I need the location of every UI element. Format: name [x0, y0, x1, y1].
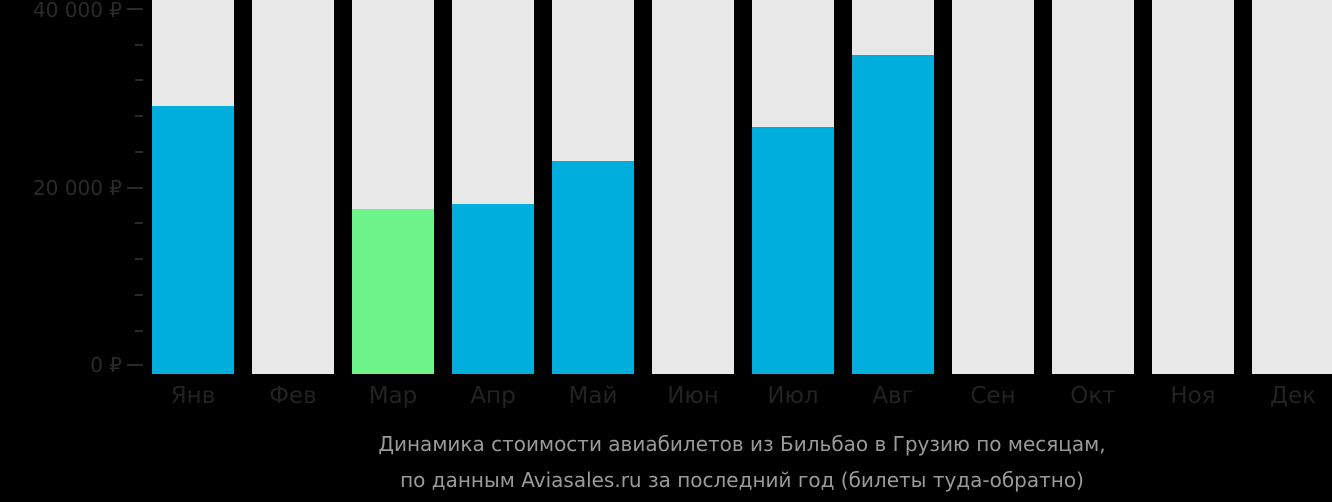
month-label: Ноя: [1170, 383, 1216, 409]
bar-slot-9[interactable]: [1052, 0, 1134, 374]
month-label: Окт: [1070, 383, 1116, 409]
bar-slot-3[interactable]: [452, 0, 534, 374]
tick: [135, 258, 143, 260]
month-label: Сен: [970, 383, 1016, 409]
price-bar[interactable]: [752, 127, 834, 374]
bar-slot-0[interactable]: [152, 0, 234, 374]
bar-slot-11[interactable]: [1252, 0, 1332, 374]
bar-slot-2[interactable]: [352, 0, 434, 374]
y-label-40000: 40 000 ₽: [32, 0, 122, 22]
month-label: Май: [568, 383, 618, 409]
month-label: Мар: [368, 383, 418, 409]
bar-slot-10[interactable]: [1152, 0, 1234, 374]
month-label: Июл: [767, 383, 819, 409]
bar-slot-4[interactable]: [552, 0, 634, 374]
price-bar[interactable]: [152, 106, 234, 374]
tick: [135, 79, 143, 81]
month-label: Июн: [667, 383, 719, 409]
tick: [135, 151, 143, 153]
month-label: Фев: [269, 383, 317, 409]
month-label: Янв: [170, 383, 216, 409]
tick: [127, 364, 143, 366]
month-label: Дек: [1269, 383, 1316, 409]
bar-slot-6[interactable]: [752, 0, 834, 374]
y-label-20000: 20 000 ₽: [32, 176, 122, 200]
bar-slot-8[interactable]: [952, 0, 1034, 374]
tick: [135, 44, 143, 46]
month-label: Апр: [470, 383, 516, 409]
chart-caption-line2: по данным Aviasales.ru за последний год …: [400, 468, 1084, 492]
bar-slot-7[interactable]: [852, 0, 934, 374]
tick: [135, 294, 143, 296]
tick: [135, 222, 143, 224]
chart-caption-line1: Динамика стоимости авиабилетов из Бильба…: [378, 432, 1106, 456]
price-bar[interactable]: [452, 204, 534, 374]
tick: [135, 115, 143, 117]
price-bar[interactable]: [852, 55, 934, 374]
price-bar[interactable]: [352, 209, 434, 374]
month-label: Авг: [872, 383, 914, 409]
bar-slot-5[interactable]: [652, 0, 734, 374]
tick: [127, 187, 143, 189]
tick: [127, 8, 143, 10]
tick: [135, 330, 143, 332]
y-label-0: 0 ₽: [90, 353, 122, 377]
bar-slot-1[interactable]: [252, 0, 334, 374]
price-bar[interactable]: [552, 161, 634, 374]
